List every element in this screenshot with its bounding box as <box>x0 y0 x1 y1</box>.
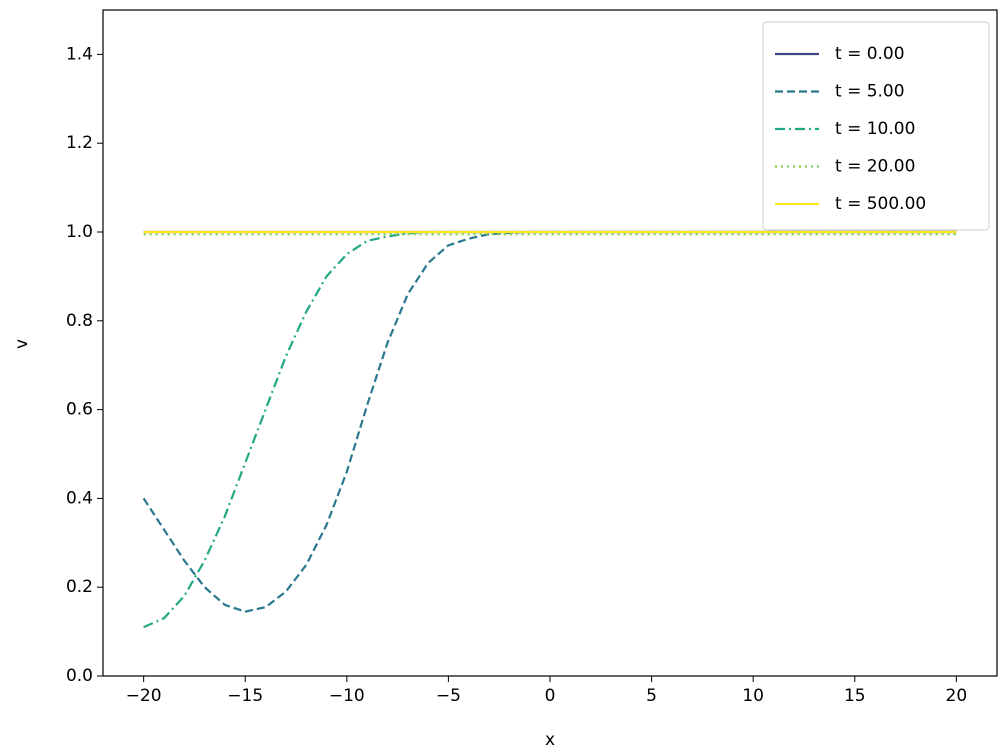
x-tick-label: −5 <box>436 686 461 706</box>
y-tick-label: 0.2 <box>66 577 93 597</box>
legend-label: t = 500.00 <box>835 194 926 214</box>
y-tick-label: 0.6 <box>66 400 93 420</box>
y-tick-label: 0.4 <box>66 488 93 508</box>
y-axis-label: v <box>12 339 32 349</box>
y-tick-label: 1.0 <box>66 222 93 242</box>
x-tick-label: −15 <box>227 686 263 706</box>
x-tick-label: −20 <box>126 686 162 706</box>
x-tick-label: 5 <box>646 686 657 706</box>
legend-label: t = 0.00 <box>835 44 905 64</box>
legend-box <box>762 21 990 231</box>
x-tick-label: 10 <box>742 686 764 706</box>
y-tick-label: 1.4 <box>66 44 93 64</box>
x-axis-label: x <box>545 730 555 750</box>
legend-label: t = 5.00 <box>835 82 905 102</box>
x-tick-label: 20 <box>946 686 968 706</box>
x-tick-label: 15 <box>844 686 866 706</box>
legend-label: t = 20.00 <box>835 157 915 177</box>
x-tick-label: −10 <box>329 686 365 706</box>
series-line <box>142 230 957 613</box>
y-tick-label: 0.0 <box>66 666 93 686</box>
y-tick-label: 1.2 <box>66 133 93 153</box>
legend-label: t = 10.00 <box>835 119 915 139</box>
series-line <box>143 230 957 629</box>
plot-frame <box>102 9 998 677</box>
x-tick-label: 0 <box>545 686 556 706</box>
y-tick-label: 0.8 <box>66 311 93 331</box>
